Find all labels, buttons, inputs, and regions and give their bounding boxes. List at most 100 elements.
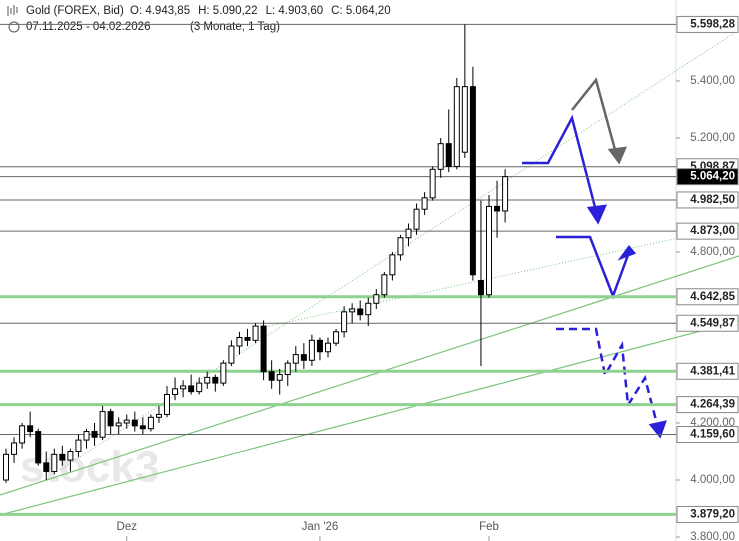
axis-bg <box>676 0 739 541</box>
candle-body <box>147 416 154 430</box>
level-box <box>676 222 739 240</box>
candle-body <box>477 279 484 296</box>
level-label: 4.642,85 <box>690 291 735 303</box>
candle-body <box>172 388 179 395</box>
candle-body <box>445 143 452 167</box>
candle-body <box>67 450 74 461</box>
candle-body <box>421 197 428 210</box>
candle-body <box>19 425 26 444</box>
candle-body <box>180 385 187 390</box>
candle-body <box>43 462 50 472</box>
level-box <box>676 168 739 186</box>
ohlc-label: H: 5.090,22 <box>198 5 257 17</box>
candle-body <box>220 362 227 384</box>
candle-body <box>494 205 501 212</box>
period: (3 Monate, 1 Tag) <box>190 21 280 33</box>
candle-body <box>284 362 291 376</box>
candle-body <box>397 237 404 256</box>
candle-body <box>75 439 82 452</box>
candle-body <box>292 354 299 364</box>
candle-body <box>244 336 251 341</box>
x-tick-label: Feb <box>479 521 499 533</box>
candle-body <box>164 393 170 415</box>
candle-body <box>373 294 380 304</box>
candle-body <box>228 345 235 364</box>
instrument-title: Gold (FOREX, Bid) <box>26 5 124 17</box>
level-label: 4.549,87 <box>690 317 735 329</box>
level-label: 4.264,39 <box>690 399 735 411</box>
candle-body <box>196 382 203 393</box>
candle-body <box>429 168 436 199</box>
candle-body <box>365 302 372 316</box>
candle-body <box>389 254 396 276</box>
candle-body <box>155 413 162 418</box>
level-box <box>676 314 739 332</box>
level-label: 4.873,00 <box>690 225 735 237</box>
candle-body <box>268 371 275 381</box>
candle-body <box>461 86 468 153</box>
candle-body <box>115 422 122 427</box>
candle-body <box>139 425 146 430</box>
candle-body <box>325 342 331 353</box>
candle-body <box>405 228 412 239</box>
level-box <box>676 362 739 380</box>
y-tick-label: 4.800,00 <box>690 246 735 258</box>
candle-body <box>308 339 315 361</box>
candle-body <box>99 411 106 438</box>
candle-body <box>349 308 356 313</box>
date-range: 07.11.2025 - 04.02.2026 <box>26 21 150 33</box>
candle-body <box>453 86 460 167</box>
candle-body <box>413 208 420 230</box>
candle-body <box>236 336 243 347</box>
level-box <box>676 396 739 414</box>
candle-body <box>91 431 98 438</box>
y-tick-label: 4.000,00 <box>690 474 735 486</box>
level-label: 5.598,28 <box>690 18 735 30</box>
candle-body <box>131 419 138 427</box>
level-box <box>676 505 739 523</box>
candle-body <box>212 376 219 384</box>
candle-body <box>381 274 388 296</box>
x-tick-label: Jan '26 <box>302 521 339 533</box>
ohlc-label: L: 4.903,60 <box>266 5 324 17</box>
level-box <box>676 15 739 33</box>
y-tick-label: 3.800,00 <box>690 531 735 541</box>
level-label: 5.064,20 <box>690 171 735 183</box>
forecast-arrows <box>522 77 667 439</box>
candle-body <box>437 143 444 170</box>
candle-body <box>276 374 283 381</box>
candle-body <box>469 86 476 276</box>
level-label: 4.159,60 <box>690 429 735 441</box>
candle-body <box>3 453 9 481</box>
level-label: 4.381,41 <box>690 365 735 377</box>
level-box <box>676 288 739 306</box>
candle-body <box>316 339 323 353</box>
candle-body <box>204 376 211 384</box>
level-label: 3.879,20 <box>690 508 735 520</box>
candle-body <box>300 354 307 361</box>
y-tick-label: 5.400,00 <box>690 75 735 87</box>
candle-body <box>486 205 492 296</box>
candle-body <box>83 431 90 441</box>
candle-body <box>260 325 267 373</box>
candle-body <box>27 425 34 433</box>
clock-icon <box>8 21 20 33</box>
ohlc-label: O: 4.943,85 <box>130 5 190 17</box>
candle-body <box>107 411 114 427</box>
candle-body <box>123 419 130 424</box>
chart-icon <box>7 5 18 16</box>
candle-body <box>252 325 259 341</box>
candle-body <box>502 176 509 212</box>
candle-body <box>341 311 348 333</box>
level-label: 4.982,50 <box>690 194 735 206</box>
candle-body <box>59 453 66 461</box>
level-box <box>676 191 739 209</box>
candle-body <box>333 331 340 344</box>
candle-body <box>188 385 195 393</box>
ohlc-label: C: 5.064,20 <box>331 5 390 17</box>
level-box <box>676 426 739 444</box>
x-tick-label: Dez <box>117 521 138 533</box>
candle-body <box>35 431 42 464</box>
candle-body <box>357 308 364 316</box>
